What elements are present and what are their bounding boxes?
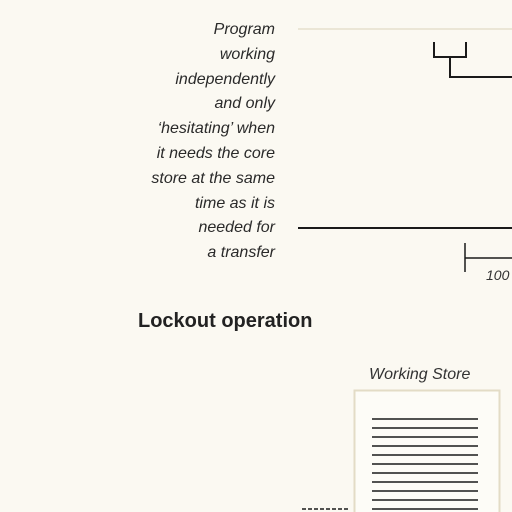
caption-line: time as it is — [194, 194, 275, 212]
caption-line: Program — [213, 21, 275, 38]
caption-line: independently — [175, 70, 275, 88]
section-heading: Lockout operation — [138, 310, 313, 332]
store-word-lines — [372, 418, 478, 510]
scale-label: 100 — [486, 267, 510, 283]
program-waveform-step — [449, 57, 512, 78]
caption-line: working — [219, 45, 275, 63]
caption-line: store at the same — [151, 169, 275, 187]
caption-line: and only — [214, 95, 276, 113]
caption-line: it needs the core — [156, 144, 275, 162]
program-waveform — [433, 42, 467, 58]
caption-line: needed for — [198, 219, 275, 237]
working-store-box — [353, 389, 501, 512]
caption-line: a transfer — [207, 244, 275, 262]
timing-caption: Program working independently and only ‘… — [75, 18, 275, 266]
working-store-label: Working Store — [369, 366, 471, 383]
caption-line: ‘hesitating’ when — [157, 120, 275, 138]
